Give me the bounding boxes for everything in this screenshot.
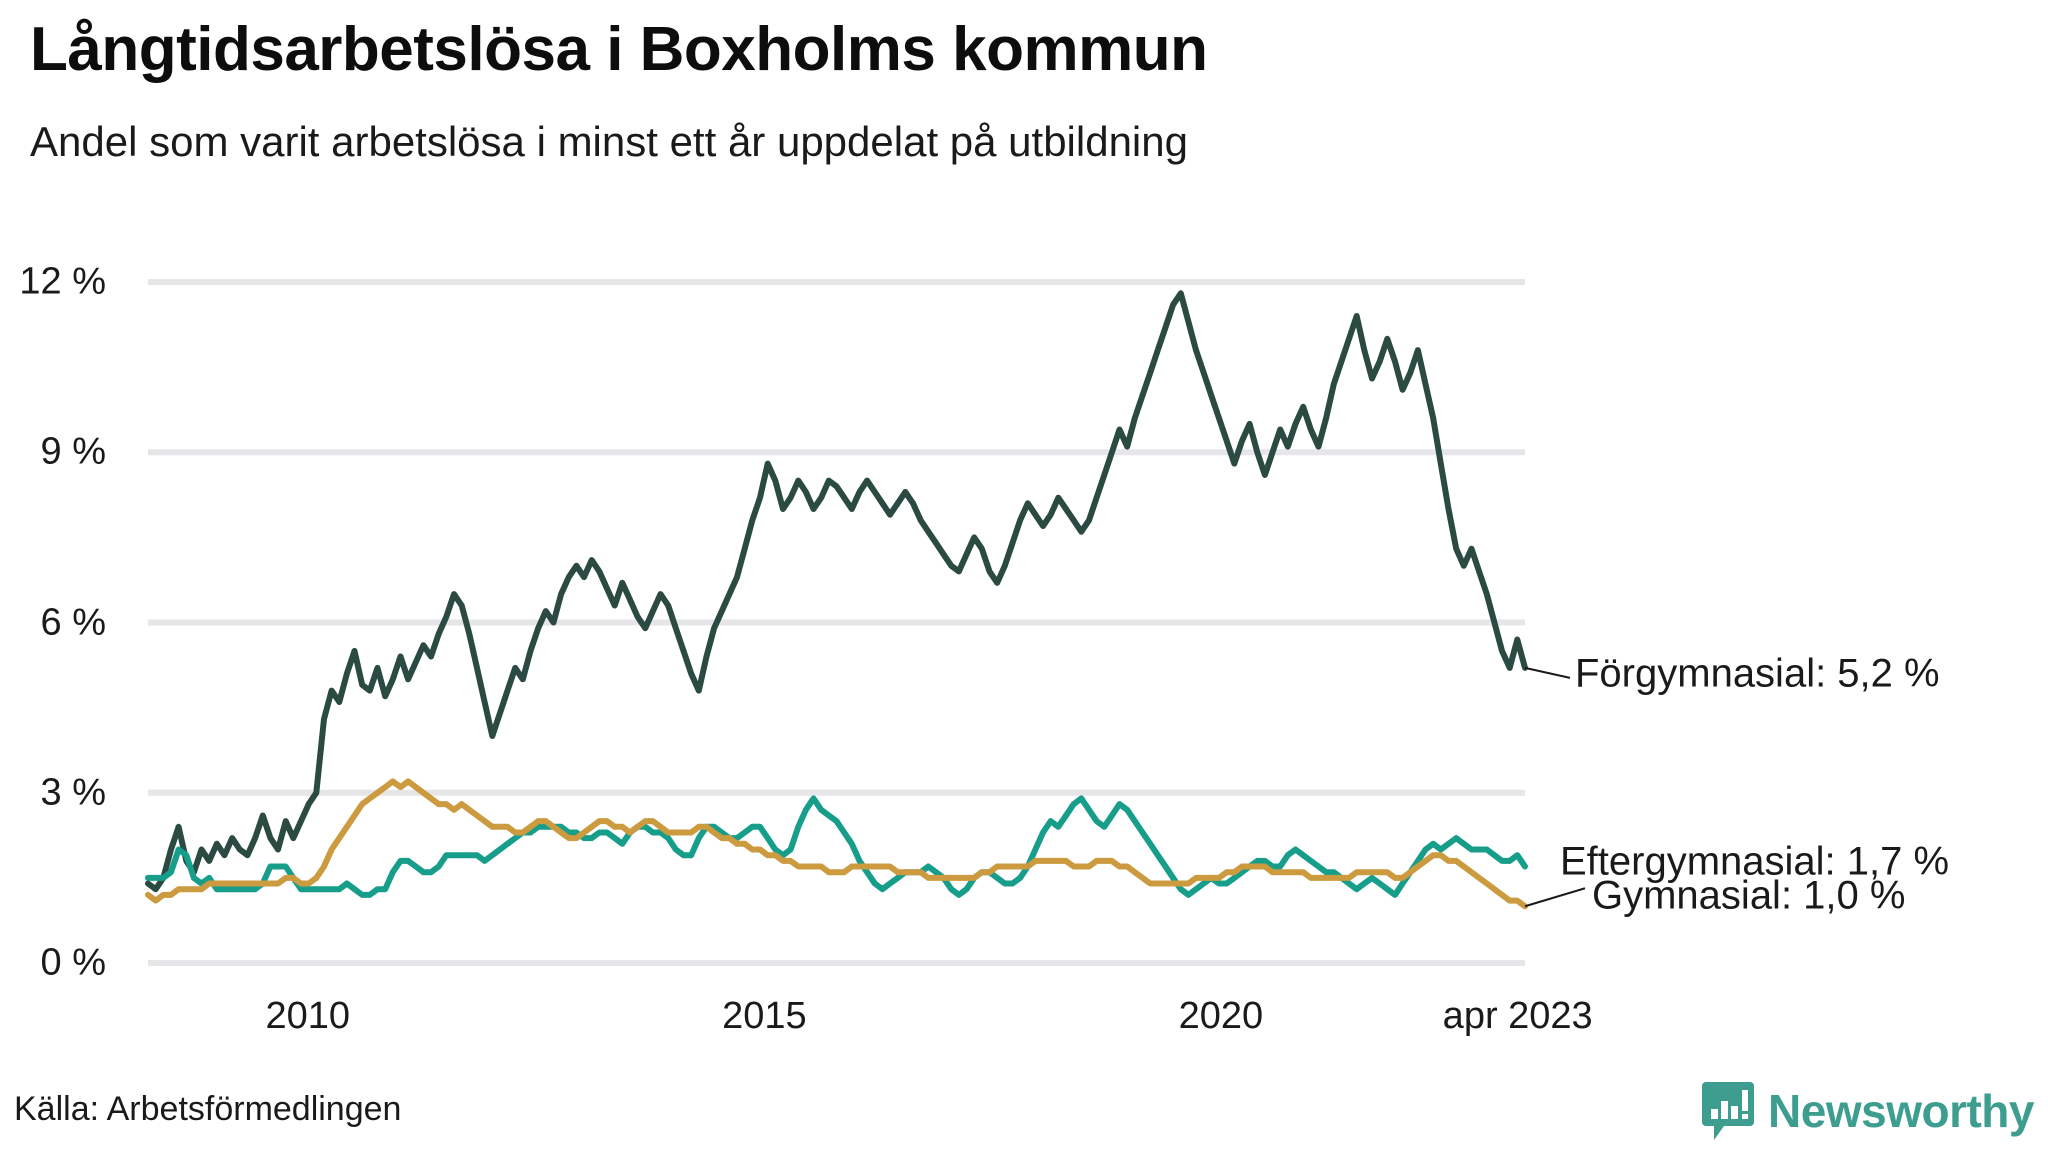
- series-end-label-gymnasial: Gymnasial: 1,0 %: [1592, 873, 1906, 918]
- x-axis-tick-label: 2020: [1178, 995, 1264, 1037]
- y-axis-tick-label: 3 %: [40, 771, 106, 814]
- label-leader-line: [1524, 887, 1586, 908]
- chart-subtitle: Andel som varit arbetslösa i minst ett å…: [30, 118, 1188, 165]
- series-end-label-förgymnasial: Förgymnasial: 5,2 %: [1575, 651, 1940, 696]
- label-leader-line: [1524, 666, 1571, 679]
- series-line-förgymnasial: [145, 290, 1528, 893]
- series-line-eftergymnasial: [145, 795, 1528, 898]
- source-note: Källa: Arbetsförmedlingen: [14, 1090, 402, 1128]
- series-line-gymnasial: [145, 778, 1528, 910]
- x-axis-tick-label: apr 2023: [1442, 995, 1593, 1037]
- speech-bubble-bar-chart-icon: [1702, 1082, 1755, 1140]
- series-end-label-eftergymnasial: Eftergymnasial: 1,7 %: [1560, 839, 1950, 884]
- y-axis-tick-label: 12 %: [19, 260, 106, 303]
- page-title: Långtidsarbetslösa i Boxholms kommun: [30, 15, 1208, 84]
- logo-wordmark: Newsworthy: [1768, 1085, 2034, 1137]
- newsworthy-logo: Newsworthy: [1702, 1082, 2034, 1140]
- x-axis-tick-label: 2010: [265, 995, 351, 1037]
- y-axis-tick-label: 9 %: [40, 430, 106, 473]
- x-axis-tick-label: 2015: [722, 995, 807, 1037]
- y-axis-tick-label: 6 %: [40, 601, 106, 643]
- y-axis-tick-label: 0 %: [40, 941, 106, 984]
